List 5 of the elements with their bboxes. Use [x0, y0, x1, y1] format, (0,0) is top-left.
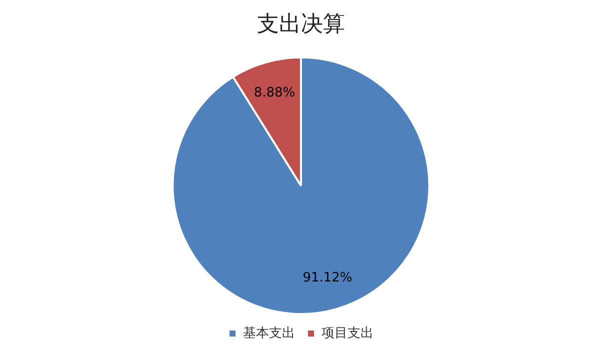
data-label: 91.12%	[302, 270, 352, 286]
legend-label: 项目支出	[322, 326, 374, 341]
chart-title: 支出决算	[257, 12, 345, 37]
legend-label: 基本支出	[243, 326, 295, 341]
data-label: 8.88%	[254, 86, 296, 101]
